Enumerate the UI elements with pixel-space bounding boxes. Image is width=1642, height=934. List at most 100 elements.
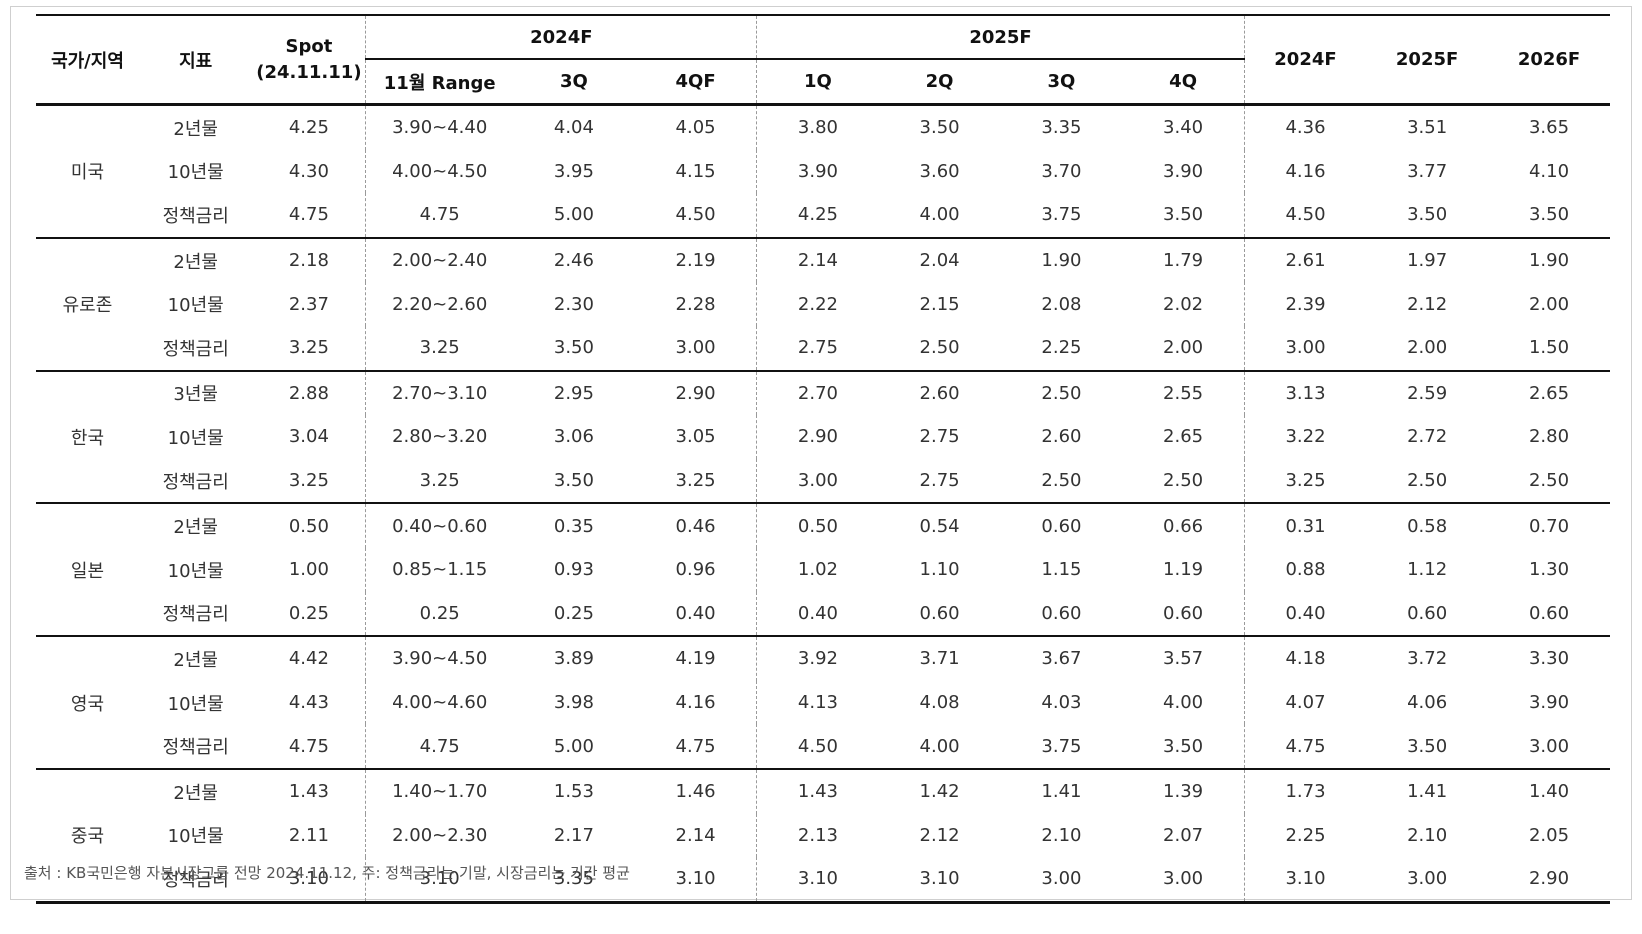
group-eurozone: 유로존 2년물 2.18 2.00~2.40 2.46 2.19 2.14 2.04 1.90 1… [36, 237, 1610, 371]
cell-2025-4q: 1.79 [1163, 250, 1204, 272]
cell-annual-2025: 2.72 [1407, 426, 1448, 448]
cell-2024-3q: 3.50 [553, 337, 594, 359]
cell-2024-3q: 3.95 [553, 160, 594, 182]
group-japan: 일본 2년물 0.50 0.40~0.60 0.35 0.46 0.50 0.54 0.60 0.… [36, 503, 1610, 637]
cell-indicator: 10년물 [167, 826, 224, 848]
table-row: 영국 2년물 4.42 3.90~4.50 3.89 4.19 3.92 3.71 3.67 3.… [36, 636, 1610, 715]
cell-annual-2025: 3.50 [1407, 735, 1448, 757]
cell-spot: 4.75 [288, 735, 329, 757]
cell-annual-2026: 2.00 [1528, 293, 1570, 315]
cell-2025-1q: 2.22 [756, 282, 879, 326]
cell-spot: 1.43 [288, 781, 329, 803]
cell-2025-4q: 1.39 [1163, 781, 1204, 803]
header-spot-line1: Spot [285, 35, 333, 57]
cell-2024-3q: 2.46 [553, 250, 594, 272]
cell-annual-2024: 3.10 [1243, 857, 1367, 903]
cell-annual-2024: 0.40 [1243, 591, 1367, 637]
cell-indicator: 2년물 [173, 649, 218, 671]
cell-annual-2026: 3.65 [1528, 117, 1570, 139]
cell-2025-1q: 3.00 [756, 458, 879, 504]
cell-annual-2025: 0.60 [1407, 602, 1448, 624]
cell-spot: 0.25 [288, 602, 329, 624]
cell-2025-1q: 0.40 [756, 591, 879, 637]
cell-indicator: 2년물 [173, 782, 218, 804]
cell-2025-3q: 3.75 [1041, 735, 1082, 757]
cell-2025-2q: 0.60 [919, 602, 960, 624]
cell-2024-4qf: 1.46 [675, 781, 716, 803]
table-row: 정책금리 4.75 4.75 5.00 4.50 4.25 4.00 3.75 3.50 4.50… [36, 193, 1610, 238]
cell-spot: 2.37 [288, 293, 329, 315]
cell-spot: 4.43 [288, 692, 329, 714]
table-row: 일본 2년물 0.50 0.40~0.60 0.35 0.46 0.50 0.54 0.60 0.… [36, 503, 1610, 582]
table-row: 한국 3년물 2.88 2.70~3.10 2.95 2.90 2.70 2.60 2.50 2.… [36, 370, 1610, 449]
table-row: 정책금리 0.25 0.25 0.25 0.40 0.40 0.60 0.60 0.60 0.40… [36, 591, 1610, 637]
cell-2025-2q: 3.50 [919, 117, 960, 139]
cell-annual-2025: 2.59 [1407, 382, 1448, 404]
cell-spot: 4.42 [288, 648, 329, 670]
cell-2024-4qf: 0.96 [675, 559, 716, 581]
cell-november-range: 2.70~3.10 [365, 370, 513, 416]
table-row: 10년물 2.37 2.20~2.60 2.30 2.28 2.22 2.15 2.08 2.0… [36, 282, 1610, 326]
cell-2024-3q: 5.00 [553, 735, 594, 757]
table-row: 정책금리 3.10 3.10 3.35 3.10 3.10 3.10 3.00 3.00 3.10… [36, 857, 1610, 903]
cell-annual-2025: 4.06 [1407, 692, 1448, 714]
cell-country: 유로존 [62, 295, 113, 317]
cell-2024-3q: 3.06 [553, 426, 594, 448]
cell-annual-2024: 0.31 [1243, 503, 1367, 548]
cell-2025-3q: 1.15 [1041, 559, 1082, 581]
table-row: 정책금리 3.25 3.25 3.50 3.00 2.75 2.50 2.25 2.00 3.00… [36, 325, 1610, 371]
cell-2024-3q: 5.00 [553, 204, 594, 226]
cell-2025-4q: 0.66 [1163, 515, 1204, 537]
header-group-2025: 2025F [756, 15, 1245, 60]
cell-annual-2026: 4.10 [1528, 160, 1570, 182]
table-row: 10년물 4.43 4.00~4.60 3.98 4.16 4.13 4.08 4.03 4.0… [36, 680, 1610, 725]
cell-2024-3q: 1.53 [553, 781, 594, 803]
header-spot-date: (24.11.11) [256, 61, 362, 83]
cell-2024-3q: 3.98 [553, 692, 594, 714]
cell-annual-2025: 1.12 [1407, 559, 1448, 581]
header-annual-2026: 2026F [1517, 49, 1581, 70]
cell-november-range: 4.00~4.60 [365, 680, 513, 725]
cell-2025-1q: 4.13 [756, 680, 879, 725]
cell-annual-2024: 3.00 [1243, 325, 1367, 371]
cell-2025-2q: 3.71 [919, 648, 960, 670]
cell-indicator: 2년물 [173, 118, 218, 140]
cell-2025-3q: 0.60 [1041, 602, 1082, 624]
cell-2024-4qf: 2.90 [675, 382, 716, 404]
header-country: 국가/지역 [51, 50, 124, 72]
cell-2024-3q: 2.17 [553, 824, 594, 846]
cell-annual-2025: 1.41 [1407, 781, 1448, 803]
group-korea: 한국 3년물 2.88 2.70~3.10 2.95 2.90 2.70 2.60 2.50 2.… [36, 370, 1610, 504]
cell-2025-4q: 3.90 [1163, 160, 1204, 182]
cell-annual-2026: 0.70 [1528, 515, 1570, 537]
cell-2025-4q: 2.65 [1163, 426, 1204, 448]
cell-2025-2q: 2.15 [919, 293, 960, 315]
cell-annual-2024: 4.50 [1243, 193, 1367, 238]
cell-2024-4qf: 2.19 [675, 250, 716, 272]
cell-2025-3q: 2.10 [1041, 824, 1082, 846]
cell-annual-2026: 1.30 [1528, 559, 1570, 581]
header-group-2024: 2024F [365, 15, 757, 60]
header-2025-4q: 4Q [1169, 71, 1197, 92]
cell-2025-1q: 2.70 [756, 370, 879, 416]
header-spot: Spot (24.11.11) [252, 15, 365, 105]
cell-annual-2024: 4.75 [1243, 724, 1367, 769]
cell-indicator: 정책금리 [162, 471, 229, 493]
cell-november-range: 3.25 [365, 458, 513, 504]
table-row: 미국 2년물 4.25 3.90~4.40 4.04 4.05 3.80 3.50 3.35 3.… [36, 104, 1610, 183]
cell-2024-4qf: 0.46 [675, 515, 716, 537]
cell-2025-3q: 2.50 [1041, 470, 1082, 492]
cell-2024-3q: 3.50 [553, 470, 594, 492]
cell-annual-2024: 2.61 [1243, 237, 1367, 283]
cell-november-range: 3.25 [365, 325, 513, 371]
cell-2025-1q: 3.10 [756, 857, 879, 903]
cell-2025-1q: 0.50 [756, 503, 879, 548]
cell-country: 일본 [70, 560, 105, 582]
cell-annual-2025: 3.50 [1407, 204, 1448, 226]
cell-annual-2024: 4.36 [1243, 104, 1367, 150]
cell-2024-4qf: 4.75 [675, 735, 716, 757]
cell-2025-2q: 4.00 [919, 735, 960, 757]
cell-2025-1q: 3.92 [756, 636, 879, 681]
cell-2024-3q: 0.93 [553, 559, 594, 581]
cell-2024-4qf: 2.28 [675, 293, 716, 315]
